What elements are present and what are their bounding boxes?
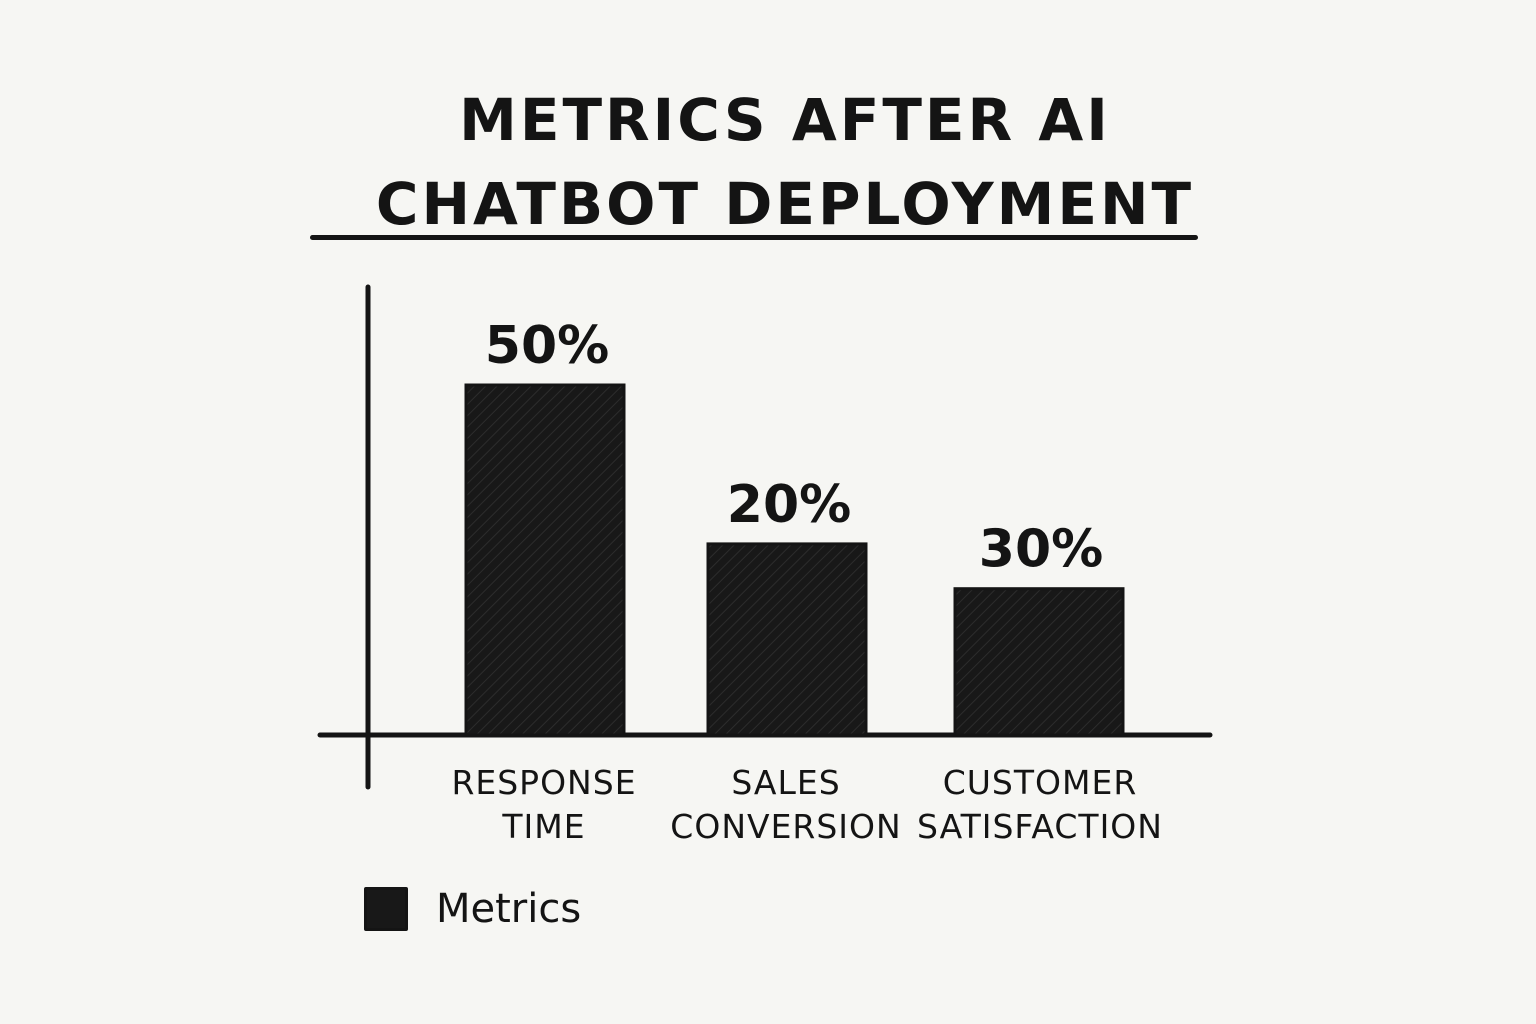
bar-1: [464, 383, 626, 737]
category-label-1-line-2: TIME: [501, 807, 585, 846]
bar-3: [953, 587, 1125, 737]
title-underline: [310, 235, 1198, 240]
data-label-1: 50%: [485, 316, 609, 376]
data-label-2: 20%: [727, 475, 851, 535]
category-label-3-line-2: SATISFACTION: [917, 807, 1163, 846]
chart-title: METRICS AFTER AI CHATBOT DEPLOYMENT: [375, 86, 1195, 238]
category-label-2-line-1: SALES: [731, 763, 840, 802]
data-label-3: 30%: [979, 520, 1103, 580]
category-label-3-line-1: CUSTOMER: [943, 763, 1138, 802]
category-label-1-line-1: RESPONSE: [451, 763, 636, 802]
bar-2: [706, 542, 868, 737]
legend-label: Metrics: [436, 886, 582, 932]
legend: Metrics: [364, 884, 581, 934]
category-label-2-line-2: CONVERSION: [670, 807, 901, 846]
legend-swatch: [364, 887, 408, 931]
